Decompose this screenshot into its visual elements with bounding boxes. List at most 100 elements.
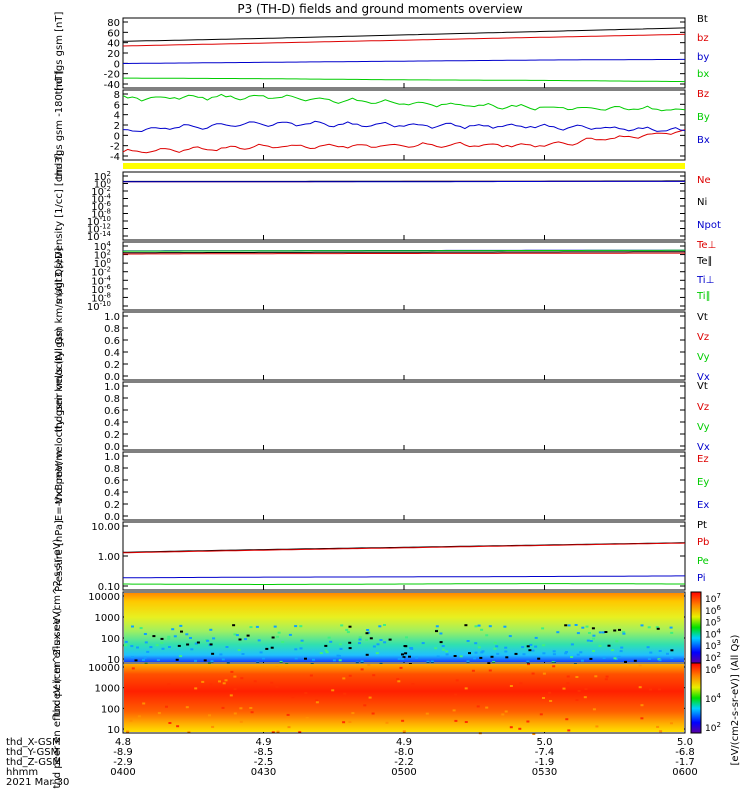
spectrogram-cell (401, 719, 405, 722)
spectrogram-cell (179, 655, 183, 658)
spectrogram-cell (371, 712, 375, 715)
spectrogram-cell (351, 712, 355, 715)
legend-Bx: Bx (697, 135, 710, 146)
spectrogram-cell (209, 628, 213, 631)
spectrogram-cell (670, 631, 674, 634)
footer-value: -1.9 (535, 757, 555, 768)
spectrogram-cell (542, 644, 546, 647)
spectrogram-cell (485, 634, 489, 637)
spectrogram-cell (339, 647, 343, 650)
spectrogram-cell (346, 631, 350, 634)
spectrogram-cell (589, 640, 593, 642)
spectrogram-cell (160, 637, 164, 640)
spectrogram-cell (368, 696, 372, 699)
footer-value: -6.8 (675, 747, 695, 758)
spectrogram-cell (646, 646, 650, 649)
y-tick-label: 0.0 (104, 512, 120, 523)
spectrogram-cell (619, 650, 623, 653)
spectrogram-cell (658, 659, 662, 662)
spectrogram-cell (324, 649, 328, 652)
spectrogram-cell (332, 659, 336, 662)
y-tick-label: 0.6 (104, 476, 120, 487)
y-axis-label: thd fgs gsm [nT] (54, 12, 65, 95)
spectrogram-cell (435, 630, 438, 633)
spectrogram-cell (239, 720, 243, 723)
spectrogram-cell (270, 646, 274, 649)
spectrogram-cell (312, 658, 315, 661)
y-tick-label: 60 (107, 28, 120, 39)
spectrogram-cell (160, 641, 164, 644)
legend-Bt: Bt (697, 14, 708, 25)
y-tick-label: 0.4 (104, 488, 120, 499)
y-tick-label: 80 (107, 18, 120, 29)
footer-value: 0600 (672, 767, 697, 778)
spectrogram-cell (142, 658, 145, 661)
spectrogram-cell (562, 687, 566, 690)
spectrogram-cell (288, 633, 292, 636)
spectrogram-cell (647, 657, 651, 660)
colorbar-unit-label: [eV/(cm2-s-sr-eV)] (All Qs) (730, 634, 741, 765)
spectrogram-cell (345, 628, 349, 631)
spectrogram-cell (485, 706, 489, 709)
legend-Ey: Ey (697, 477, 709, 488)
spectrogram-cell (131, 656, 134, 659)
y-tick-label: 0.2 (104, 360, 120, 371)
spectrogram-cell (519, 682, 523, 685)
spectrogram-cell (229, 694, 233, 697)
spectrogram-cell (149, 646, 153, 649)
spectrogram-cell (576, 632, 580, 635)
spectrogram-cell (167, 683, 171, 686)
spectrogram-cell (434, 647, 438, 650)
spectrogram-cell (315, 701, 319, 704)
spectrogram-cell (143, 633, 147, 635)
spectrogram-cell (488, 625, 492, 628)
spectrogram-cell (277, 631, 281, 634)
spectrogram-cell (319, 652, 323, 655)
spectrogram-cell (604, 678, 608, 681)
spectrogram-fill (124, 593, 684, 662)
footer-value: 0500 (391, 767, 416, 778)
spectrogram-cell (526, 645, 530, 648)
spectrogram-cell (592, 637, 595, 640)
spectrogram-cell (666, 652, 669, 655)
spectrogram-cell (275, 685, 279, 688)
spectrogram-cell (255, 625, 259, 628)
spectrogram-cell (276, 635, 279, 638)
spectrogram-cell (565, 651, 568, 653)
spectrogram-cell (185, 706, 189, 709)
y-tick-label: 1.0 (104, 382, 120, 393)
spectrogram-cell (240, 677, 244, 680)
spectrogram-cell (504, 646, 508, 649)
spectrogram-cell (411, 683, 415, 685)
legend-Vx: Vx (697, 442, 710, 453)
spectrogram-cell (194, 642, 198, 645)
panel-2: 10210010-210-410-610-810-1010-1210-14Den… (54, 153, 721, 259)
spectrogram-cell (531, 672, 535, 675)
spectrogram-cell (552, 665, 556, 668)
spectrogram-cell (152, 635, 156, 638)
spectrogram-cell (259, 651, 263, 654)
footer-row-label: thd_Y-GSM (6, 747, 59, 758)
spectrogram-cell (649, 688, 653, 691)
spectrogram-cell (620, 646, 624, 649)
spectrogram-cell (504, 650, 508, 653)
y-tick-label: 0 (114, 59, 120, 70)
series-line-By (122, 93, 686, 112)
spectrogram-cell (342, 677, 346, 680)
footer-row-label: hhmm (6, 767, 38, 778)
legend-Vy: Vy (697, 422, 710, 433)
y-tick-label: -20 (104, 70, 120, 81)
spectrogram-cell (586, 639, 590, 642)
spectrogram-cell (155, 644, 159, 647)
spectrogram-cell (273, 625, 277, 628)
spectrogram-cell (430, 660, 434, 663)
spectrogram-cell (177, 644, 181, 647)
spectrogram-cell (556, 631, 560, 634)
footer-value: -1.7 (675, 757, 695, 768)
spectrogram-cell (526, 720, 530, 723)
legend-Ez: Ez (697, 454, 709, 465)
footer-value: -2.9 (113, 757, 133, 768)
spectrogram-cell (445, 650, 449, 653)
